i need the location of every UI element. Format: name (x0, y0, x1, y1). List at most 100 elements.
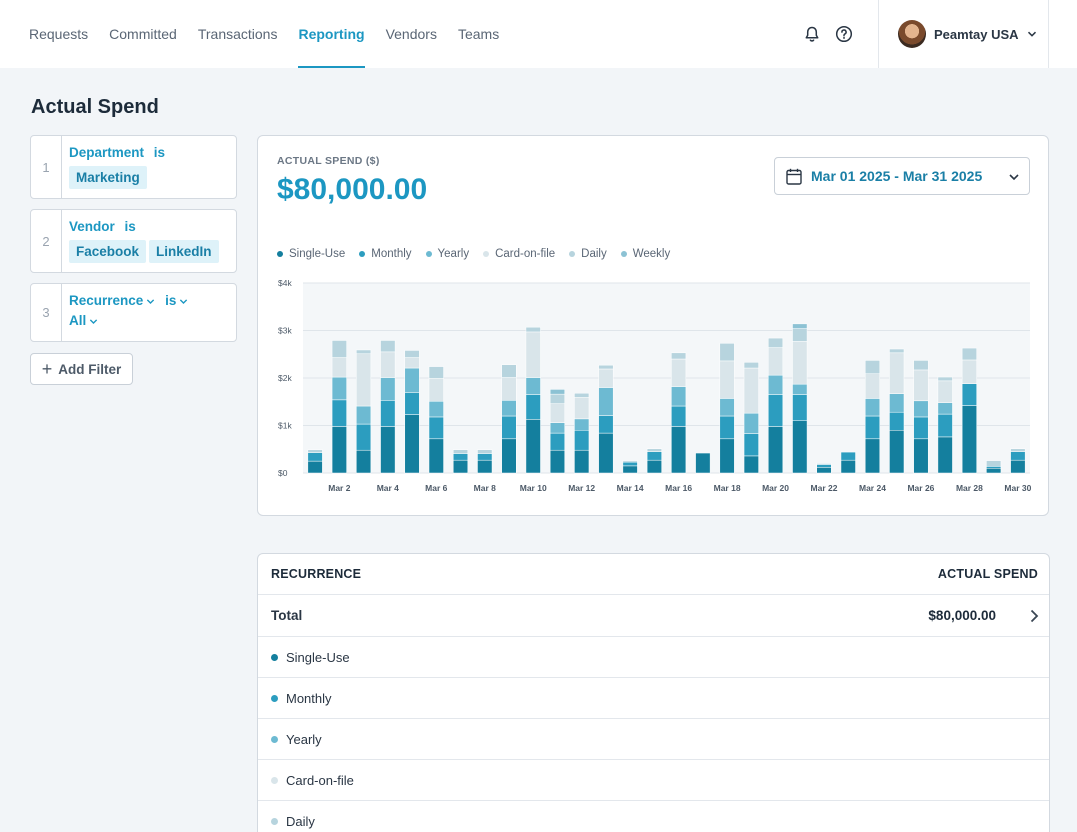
legend-item-single-use[interactable]: Single-Use (277, 248, 345, 260)
filter-value-select[interactable]: All (69, 313, 98, 328)
bar-segment-single-use (307, 460, 323, 474)
x-tick-label: Mar 30 (1004, 483, 1031, 493)
filter-field[interactable]: Recurrence (69, 293, 155, 308)
row-label-text: Card-on-file (286, 772, 354, 788)
bar-segment-daily (961, 347, 977, 361)
tab-teams[interactable]: Teams (457, 26, 500, 42)
bar-segment-card-on-file (525, 331, 541, 378)
tab-transactions[interactable]: Transactions (197, 26, 278, 42)
top-nav: Requests Committed Transactions Reportin… (0, 0, 1077, 68)
filter-operator[interactable]: is (153, 145, 166, 160)
table-row-daily[interactable]: Daily (258, 801, 1049, 832)
filter-value-chip[interactable]: LinkedIn (149, 240, 219, 263)
help-icon[interactable] (835, 25, 853, 43)
bar-segment-daily (1010, 448, 1026, 452)
bar-segment-daily (913, 360, 929, 371)
bar-segment-monthly (816, 464, 832, 468)
legend-dot (569, 251, 576, 257)
bar-segment-daily (671, 352, 687, 360)
spend-chart-card: ACTUAL SPEND ($) $80,000.00 Mar 01 2025 … (257, 135, 1049, 516)
bar-segment-yearly (356, 405, 372, 425)
table-row-card-on-file[interactable]: Card-on-file (258, 760, 1049, 801)
bar-segment-daily (380, 340, 396, 353)
filter-operator-label: is (165, 293, 177, 308)
tab-committed[interactable]: Committed (109, 26, 177, 42)
add-filter-button[interactable]: + Add Filter (30, 353, 133, 385)
legend-item-card-on-file[interactable]: Card-on-file (483, 248, 555, 260)
filter-operator[interactable]: is (124, 219, 136, 234)
filter-recurrence[interactable]: 3 Recurrence is All (30, 283, 237, 342)
bar-segment-daily (501, 364, 517, 378)
tab-vendors[interactable]: Vendors (385, 26, 437, 42)
bar-segment-single-use (695, 452, 711, 474)
bar-segment-card-on-file (598, 368, 614, 388)
bar-segment-daily (549, 393, 565, 404)
filter-field[interactable]: Department (69, 145, 145, 160)
filter-field-label: Recurrence (69, 293, 144, 308)
filter-operator[interactable]: is (165, 293, 188, 308)
user-menu[interactable]: Peamtay USA (898, 19, 1037, 49)
x-tick-label: Mar 2 (328, 483, 350, 493)
filter-number: 2 (31, 210, 62, 272)
table-row-monthly[interactable]: Monthly (258, 678, 1049, 719)
y-tick-label: $3k (278, 326, 292, 336)
bar-segment-yearly (549, 422, 565, 434)
table-row-total[interactable]: Total $80,000.00 (258, 595, 1049, 637)
bar-segment-card-on-file (719, 360, 735, 399)
bar-segment-yearly (501, 400, 517, 417)
bar-segment-card-on-file (404, 357, 420, 369)
series-dot (271, 817, 278, 825)
bell-icon[interactable] (803, 25, 821, 43)
bar-segment-daily (768, 337, 784, 348)
tab-reporting[interactable]: Reporting (298, 0, 365, 68)
legend-item-yearly[interactable]: Yearly (425, 248, 470, 260)
bar-segment-single-use (501, 438, 517, 474)
table-row-yearly[interactable]: Yearly (258, 719, 1049, 760)
filter-field[interactable]: Vendor (69, 219, 115, 234)
bar-segment-weekly (792, 323, 808, 329)
bar-segment-daily (477, 449, 493, 454)
filter-department[interactable]: 1 Department is Marketing (30, 135, 237, 199)
row-label: Monthly (271, 691, 332, 706)
stacked-bar-chart: $0 $1k $2k $3k $4k Mar 2 Mar 4 Mar 6 Mar 8 Mar 10… (278, 278, 1032, 493)
bar-segment-yearly (428, 401, 444, 418)
x-tick-label: Mar 26 (907, 483, 934, 493)
table-row-single-use[interactable]: Single-Use (258, 637, 1049, 678)
bar-segment-yearly (598, 387, 614, 416)
chevron-down-icon (147, 299, 155, 304)
bar-segment-single-use (864, 438, 881, 474)
bar-segment-yearly (525, 377, 541, 395)
row-label-text: Daily (286, 813, 315, 829)
legend-label: Yearly (437, 248, 470, 260)
filter-number: 3 (31, 284, 62, 341)
chevron-right-icon[interactable] (1029, 609, 1039, 623)
legend-item-monthly[interactable]: Monthly (359, 248, 412, 260)
bar-segment-monthly (986, 466, 1002, 469)
bar-segment-single-use (452, 459, 469, 474)
filter-value-chip[interactable]: Marketing (69, 166, 147, 189)
bar-segment-single-use (428, 438, 444, 474)
bar-segment-single-use (1010, 459, 1026, 474)
tab-requests[interactable]: Requests (29, 26, 89, 42)
bar-segment-yearly (719, 398, 735, 417)
bar-segment-monthly (549, 432, 565, 451)
x-tick-label: Mar 22 (811, 483, 838, 493)
legend-item-weekly[interactable]: Weekly (620, 248, 670, 260)
bar-segment-monthly (525, 394, 541, 420)
main-content: Actual Spend 1 Department is Marketing 2… (0, 68, 1077, 832)
row-label-text: Yearly (286, 731, 322, 747)
filter-number: 1 (31, 136, 62, 198)
date-range-picker[interactable]: Mar 01 2025 - Mar 31 2025 (774, 157, 1030, 195)
bar-segment-daily (986, 460, 1002, 467)
y-tick-label: $0 (278, 468, 288, 478)
row-label: Daily (271, 814, 315, 829)
bar-segment-monthly (477, 453, 493, 461)
legend-label: Single-Use (289, 248, 346, 260)
filter-vendor[interactable]: 2 Vendor is Facebook LinkedIn (30, 209, 237, 273)
x-tick-label: Mar 18 (714, 483, 741, 493)
bar-segment-monthly (719, 415, 735, 440)
filter-value-chip[interactable]: Facebook (69, 240, 147, 263)
legend-item-daily[interactable]: Daily (569, 248, 607, 260)
bar-segment-monthly (937, 413, 953, 438)
bar-segment-yearly (380, 377, 396, 401)
